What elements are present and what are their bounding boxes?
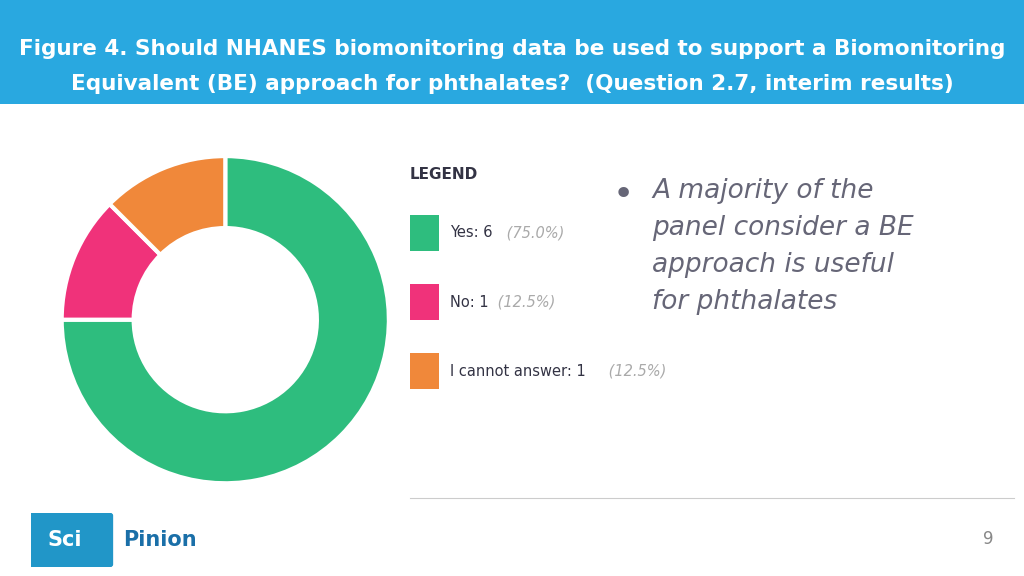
- Text: •: •: [612, 179, 634, 213]
- FancyBboxPatch shape: [16, 511, 113, 569]
- Text: A majority of the
panel consider a BE
approach is useful
for phthalates: A majority of the panel consider a BE ap…: [652, 179, 913, 315]
- Text: Pinion: Pinion: [123, 530, 197, 550]
- Wedge shape: [61, 204, 161, 320]
- Bar: [410, 353, 439, 389]
- Wedge shape: [61, 156, 389, 483]
- Text: Yes: 6: Yes: 6: [451, 225, 493, 240]
- Text: Figure 4. Should NHANES biomonitoring data be used to support a Biomonitoring: Figure 4. Should NHANES biomonitoring da…: [18, 39, 1006, 59]
- Bar: [410, 284, 439, 320]
- Text: Equivalent (BE) approach for phthalates?  (Question 2.7, interim results): Equivalent (BE) approach for phthalates?…: [71, 74, 953, 93]
- Text: I cannot answer: 1: I cannot answer: 1: [451, 363, 586, 378]
- Text: 9: 9: [983, 529, 993, 548]
- Bar: [410, 215, 439, 251]
- Text: (12.5%): (12.5%): [604, 363, 667, 378]
- Wedge shape: [110, 156, 225, 255]
- Text: Sci: Sci: [47, 530, 82, 550]
- Text: (12.5%): (12.5%): [493, 294, 555, 309]
- Text: No: 1: No: 1: [451, 294, 488, 309]
- Text: (75.0%): (75.0%): [502, 225, 564, 240]
- Text: LEGEND: LEGEND: [410, 166, 478, 181]
